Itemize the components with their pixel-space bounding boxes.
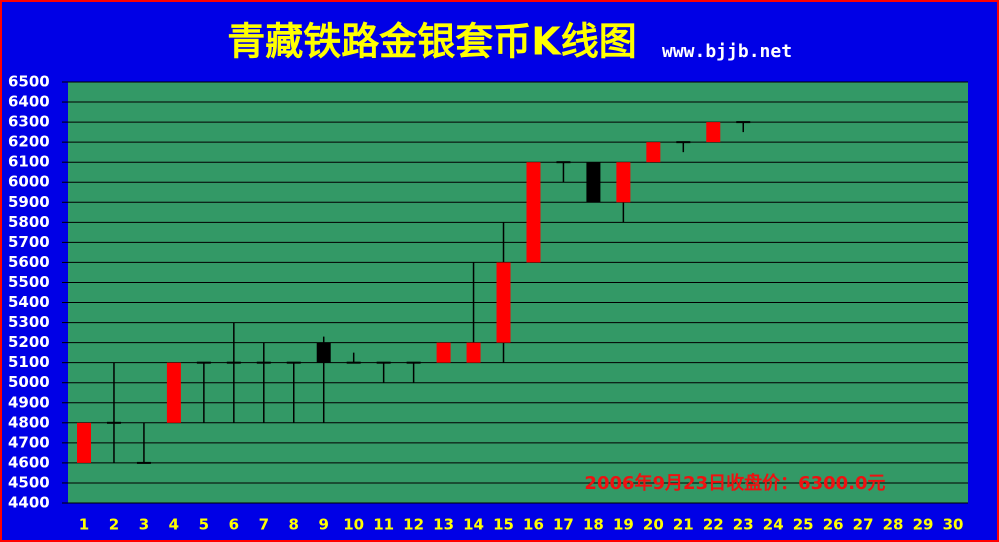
x-tick-label: 28 xyxy=(883,516,904,534)
body xyxy=(466,342,481,363)
x-tick-label: 7 xyxy=(259,516,269,534)
y-tick-label: 4400 xyxy=(8,494,50,512)
body xyxy=(436,342,451,363)
y-tick-label: 5700 xyxy=(8,233,50,251)
body xyxy=(706,122,721,143)
y-tick-label: 6300 xyxy=(8,113,50,131)
y-tick-label: 5400 xyxy=(8,293,50,311)
x-tick-label: 29 xyxy=(913,516,934,534)
body xyxy=(166,362,181,423)
x-tick-label: 24 xyxy=(763,516,784,534)
y-tick-label: 4900 xyxy=(8,393,50,411)
x-tick-label: 26 xyxy=(823,516,844,534)
x-tick-label: 13 xyxy=(433,516,454,534)
x-tick-label: 14 xyxy=(463,516,484,534)
x-tick-label: 15 xyxy=(493,516,514,534)
y-tick-label: 6100 xyxy=(8,153,50,171)
annotation: 2006年9月23日收盘价：6300.0元 xyxy=(584,472,885,494)
y-tick-label: 4700 xyxy=(8,433,50,451)
chart-title: 青藏铁路金银套币K线图 xyxy=(227,20,636,64)
y-tick-label: 5100 xyxy=(8,353,50,371)
body xyxy=(77,422,91,463)
y-tick-label: 6200 xyxy=(8,133,50,151)
x-tick-label: 21 xyxy=(673,516,694,534)
x-tick-label: 30 xyxy=(943,516,964,534)
x-tick-label: 1 xyxy=(79,516,89,534)
x-tick-label: 11 xyxy=(373,516,394,534)
y-tick-label: 4600 xyxy=(8,453,50,471)
y-tick-label: 5000 xyxy=(8,373,50,391)
x-tick-label: 9 xyxy=(319,516,329,534)
body xyxy=(616,162,631,203)
x-tick-label: 3 xyxy=(139,516,149,534)
y-tick-label: 5600 xyxy=(8,253,50,271)
y-tick-label: 5800 xyxy=(8,213,50,231)
x-tick-label: 5 xyxy=(199,516,209,534)
x-tick-label: 4 xyxy=(169,516,179,534)
body xyxy=(586,162,601,203)
y-tick-label: 6500 xyxy=(8,73,50,91)
y-tick-label: 4500 xyxy=(8,473,50,491)
x-tick-label: 10 xyxy=(343,516,364,534)
chart-subtitle: www.bjjb.net xyxy=(662,41,792,62)
x-tick-label: 18 xyxy=(583,516,604,534)
y-tick-label: 6400 xyxy=(8,93,50,111)
body xyxy=(646,142,661,163)
x-tick-label: 2 xyxy=(109,516,119,534)
x-tick-label: 27 xyxy=(853,516,874,534)
body xyxy=(526,162,541,263)
x-tick-label: 17 xyxy=(553,516,574,534)
x-tick-label: 6 xyxy=(229,516,239,534)
x-tick-label: 16 xyxy=(523,516,544,534)
x-tick-label: 25 xyxy=(793,516,814,534)
body xyxy=(316,342,331,363)
x-tick-label: 12 xyxy=(403,516,424,534)
x-tick-label: 19 xyxy=(613,516,634,534)
plot-area xyxy=(68,82,968,503)
x-tick-label: 23 xyxy=(733,516,754,534)
x-tick-label: 22 xyxy=(703,516,724,534)
body xyxy=(496,262,511,343)
y-tick-label: 5900 xyxy=(8,193,50,211)
x-tick-label: 8 xyxy=(289,516,299,534)
y-tick-label: 5500 xyxy=(8,273,50,291)
y-tick-label: 5200 xyxy=(8,333,50,351)
x-tick-label: 20 xyxy=(643,516,664,534)
y-tick-label: 5300 xyxy=(8,313,50,331)
y-tick-label: 4800 xyxy=(8,413,50,431)
y-tick-label: 6000 xyxy=(8,173,50,191)
